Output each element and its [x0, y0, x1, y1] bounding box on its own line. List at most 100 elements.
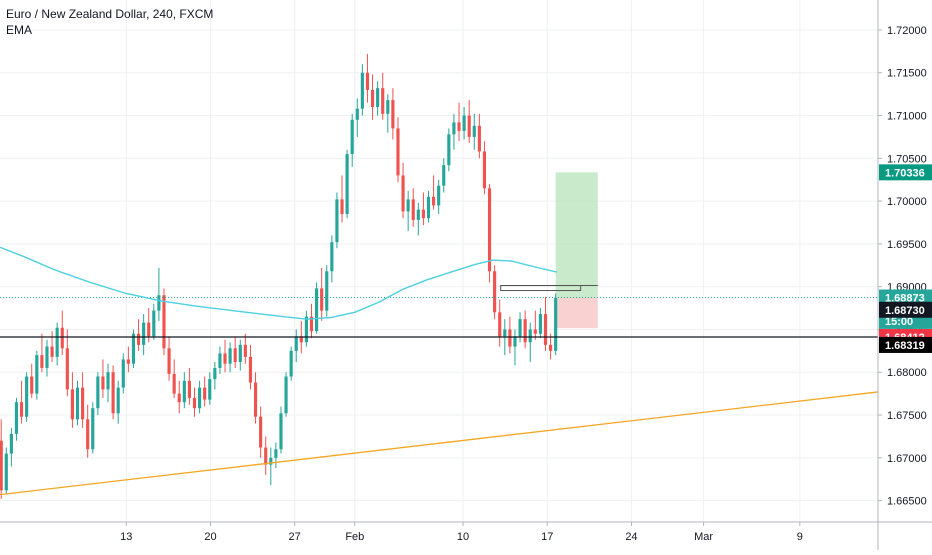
- candle-body: [442, 165, 446, 186]
- candle-body: [172, 373, 176, 394]
- candle-body: [325, 271, 329, 311]
- candle-body: [0, 440, 3, 491]
- candle-body: [152, 310, 156, 337]
- candle-body: [538, 314, 542, 334]
- candle-body: [294, 336, 298, 351]
- candle-body: [462, 115, 466, 131]
- candle-body: [177, 393, 181, 403]
- candle-body: [487, 188, 492, 272]
- candle-body: [279, 413, 283, 450]
- candle-body: [299, 336, 303, 343]
- candle-body: [350, 119, 354, 155]
- candle-body: [549, 344, 553, 351]
- candle-body: [482, 151, 487, 189]
- symbol-title[interactable]: Euro / New Zealand Dollar, 240, FXCM: [6, 7, 214, 21]
- y-tick-label: 1.72000: [887, 25, 927, 37]
- candle-body: [523, 319, 527, 343]
- candle-body: [264, 447, 268, 465]
- candle-body: [121, 359, 125, 388]
- candle-body: [25, 376, 29, 417]
- candle-body: [208, 379, 212, 400]
- y-tick-label: 1.67000: [887, 453, 927, 465]
- stop-zone: [555, 297, 598, 329]
- candle-body: [60, 327, 64, 349]
- candle-body: [345, 154, 349, 214]
- candle-body: [4, 453, 8, 491]
- price-tag-label: 15:00: [885, 316, 913, 328]
- candle-body: [162, 295, 166, 349]
- x-tick-label: 20: [204, 531, 216, 543]
- candle-body: [35, 355, 39, 394]
- candle-body: [401, 175, 405, 212]
- candle-body: [503, 329, 507, 337]
- candle-body: [437, 185, 441, 206]
- indicator-label[interactable]: EMA: [6, 23, 33, 37]
- candle-body: [142, 322, 146, 345]
- trendline: [0, 391, 879, 496]
- candle-body: [554, 297, 558, 351]
- y-tick-label: 1.68000: [887, 367, 927, 379]
- candle-body: [330, 242, 334, 272]
- x-tick-label: 9: [797, 531, 803, 543]
- candle-body: [187, 380, 191, 398]
- candle-body: [167, 348, 171, 374]
- price-tag-label: 1.70336: [885, 167, 925, 179]
- candle-body: [228, 348, 232, 364]
- candle-body: [421, 209, 425, 219]
- candle-body: [106, 372, 110, 390]
- y-tick-label: 1.71500: [887, 68, 927, 80]
- y-tick-label: 1.70000: [887, 196, 927, 208]
- candle-body: [376, 88, 380, 107]
- candle-body: [340, 199, 344, 214]
- candle-body: [477, 125, 481, 152]
- candle-body: [426, 196, 431, 219]
- candle-body: [126, 359, 130, 364]
- x-tick-label: 24: [625, 531, 637, 543]
- candle-body: [238, 344, 242, 362]
- candle-body: [253, 382, 258, 417]
- candle-body: [360, 72, 364, 109]
- entry-handle: [500, 285, 582, 292]
- candlesticks: [0, 53, 558, 499]
- candle-body: [248, 356, 253, 383]
- target-zone: [555, 172, 598, 298]
- candle-body: [116, 387, 120, 414]
- candle-body: [192, 397, 197, 409]
- candle-body: [406, 199, 410, 212]
- candle-body: [259, 416, 263, 448]
- y-tick-label: 1.70500: [887, 153, 927, 165]
- candle-body: [513, 336, 517, 347]
- candle-body: [370, 89, 375, 107]
- price-tag-label: 1.68730: [885, 305, 925, 317]
- candle-body: [493, 271, 497, 313]
- candle-body: [518, 319, 522, 337]
- candle-body: [498, 312, 502, 337]
- candle-body: [111, 372, 115, 414]
- y-tick-label: 1.71000: [887, 111, 927, 123]
- candle-body: [243, 344, 247, 357]
- price-tag-label: 1.68319: [885, 340, 925, 352]
- candle-body: [65, 348, 69, 390]
- candle-body: [198, 387, 202, 409]
- candle-body: [284, 376, 288, 414]
- x-tick-label: 13: [120, 531, 132, 543]
- position-tool[interactable]: [500, 172, 598, 329]
- candle-body: [396, 128, 400, 176]
- x-tick-label: Mar: [694, 531, 713, 543]
- candle-body: [391, 100, 395, 129]
- candle-body: [386, 100, 390, 114]
- candle-body: [472, 125, 476, 137]
- x-tick-label: 10: [457, 531, 469, 543]
- candle-body: [218, 353, 222, 368]
- candle-body: [55, 327, 59, 357]
- y-tick-label: 1.67500: [887, 410, 927, 422]
- candle-body: [70, 389, 74, 420]
- chart-legend[interactable]: Euro / New Zealand Dollar, 240, FXCM EMA: [6, 6, 213, 38]
- candle-body: [355, 108, 359, 120]
- candle-body: [157, 295, 161, 311]
- candle-body: [96, 376, 100, 409]
- candle-body: [467, 115, 471, 137]
